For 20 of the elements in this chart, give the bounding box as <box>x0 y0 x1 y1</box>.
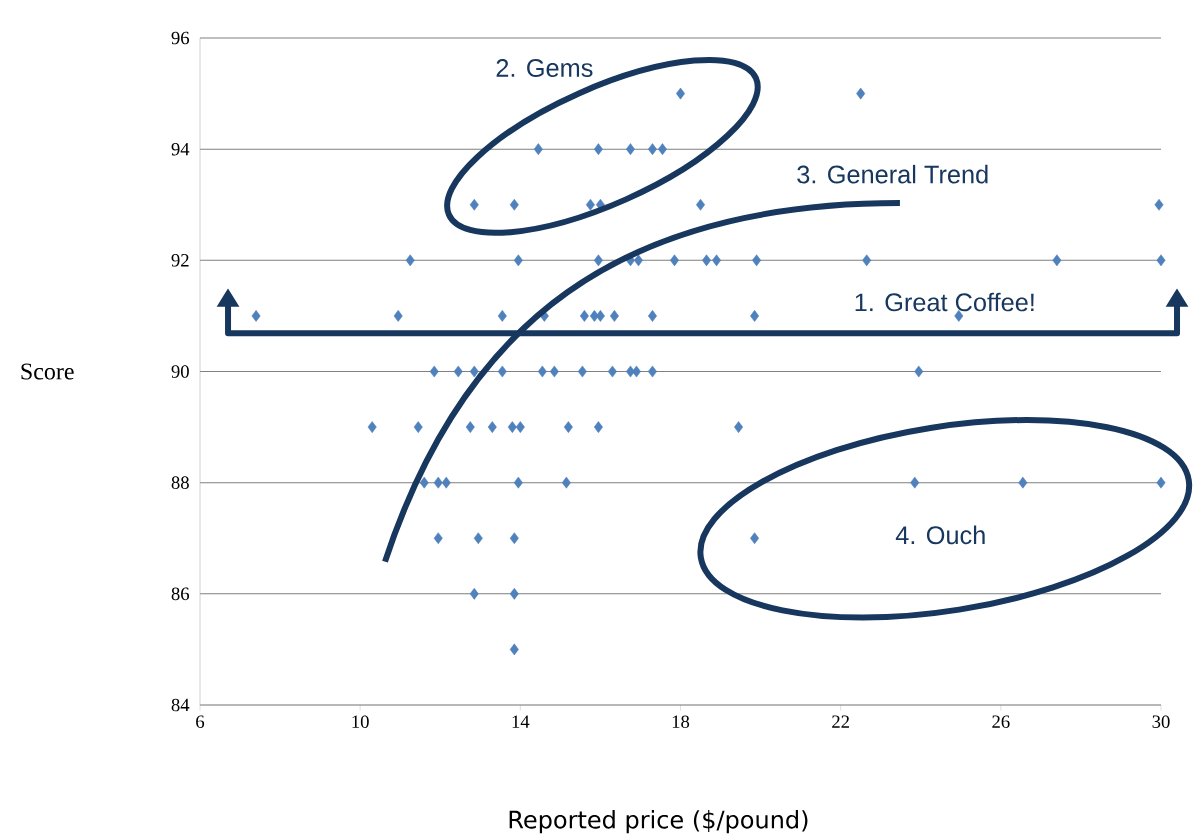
y-tick-label: 86 <box>171 587 190 601</box>
x-tick-label: 30 <box>1152 715 1170 728</box>
annotation: 4. Ouch <box>895 525 985 545</box>
y-tick-label: 90 <box>171 365 189 378</box>
y-tick-label: 84 <box>171 698 190 712</box>
x-tick-label: 14 <box>512 715 530 728</box>
x-axis-title: Reported price ($/pound) <box>509 810 808 834</box>
x-tick-label: 22 <box>832 715 849 728</box>
annotation: 2. Gems <box>496 59 593 77</box>
x-tick-label: 26 <box>992 715 1010 728</box>
y-tick-label: 96 <box>171 31 190 45</box>
annotation: 1. Great Coffee! <box>855 292 1034 312</box>
y-tick-label: 88 <box>171 476 189 489</box>
y-tick-label: 92 <box>171 254 189 267</box>
x-tick-label: 18 <box>672 715 690 728</box>
x-tick-label: 6 <box>196 715 205 728</box>
annotation: 3. General Trend <box>797 164 988 184</box>
y-tick-label: 94 <box>171 142 190 156</box>
x-tick-label: 10 <box>352 715 369 728</box>
y-axis-title: Score <box>21 363 74 380</box>
